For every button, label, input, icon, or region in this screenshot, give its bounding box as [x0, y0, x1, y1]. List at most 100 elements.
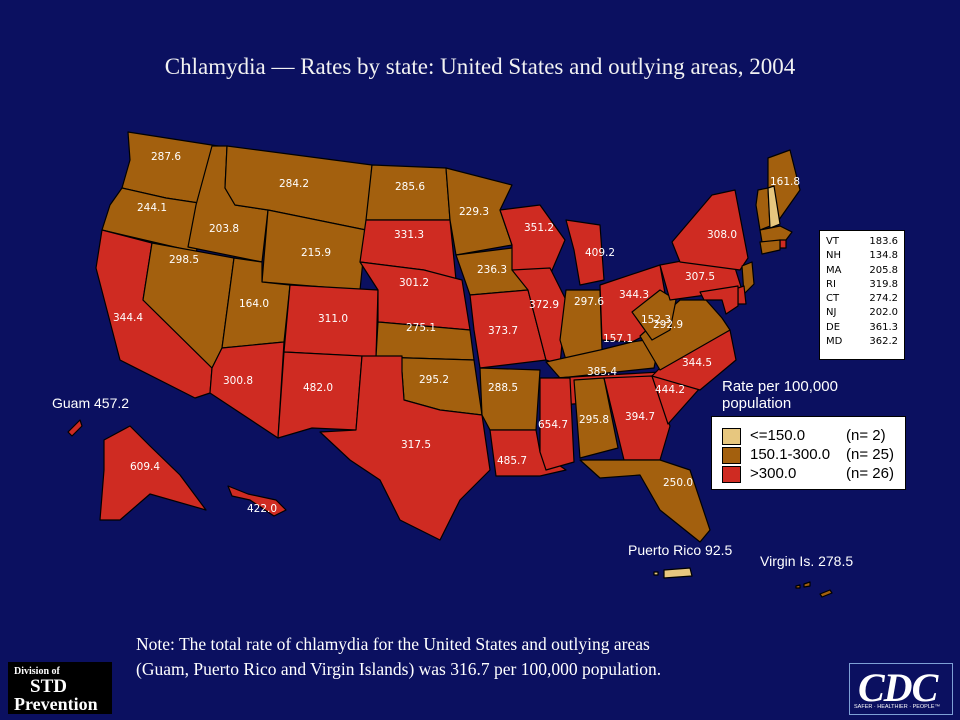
ne-table-row: MD 362.2 [826, 335, 898, 349]
state-rate-label-nv: 298.5 [169, 254, 199, 266]
state-rate-label-il: 372.9 [529, 299, 559, 311]
legend: <=150.0 (n= 2) 150.1-300.0 (n= 25) >300.… [711, 416, 906, 490]
ne-table-row: DE 361.3 [826, 321, 898, 335]
state-rate-label-la: 485.7 [497, 455, 527, 467]
state-rate-label-ak: 609.4 [130, 461, 160, 473]
state-rate-label-az: 300.8 [223, 375, 253, 387]
state-rate-label-ga: 394.7 [625, 411, 655, 423]
territory-label: Virgin Is. 278.5 [760, 553, 853, 569]
legend-title: Rate per 100,000 population [722, 378, 838, 412]
state-nh [767, 185, 781, 229]
state-rate-label-fl: 250.0 [663, 477, 693, 489]
ne-table-rate: 319.8 [869, 278, 898, 290]
state-rate-label-ia: 236.3 [477, 264, 507, 276]
state-tx [319, 355, 491, 541]
ne-table-state: VT [826, 236, 839, 247]
legend-swatch-mid [722, 447, 741, 464]
legend-count: (n= 26) [846, 465, 894, 482]
state-ny [671, 189, 749, 271]
state-rate-label-mi: 409.2 [585, 247, 615, 259]
state-hi [227, 485, 287, 517]
state-rate-label-sd: 331.3 [394, 229, 424, 241]
state-rate-label-tn: 385.4 [587, 366, 617, 378]
territories-layer: Guam 457.2 Puerto Rico 92.5 Virgin Is. 278… [52, 395, 853, 598]
ne-table-row: MA 205.8 [826, 264, 898, 278]
state-rate-label-wi: 351.2 [524, 222, 554, 234]
cdc-logo: CDC SAFER · HEALTHIER · PEOPLE™ [849, 663, 953, 715]
state-rate-label-va: 292.9 [653, 319, 683, 331]
state-rate-label-nc: 344.5 [682, 357, 712, 369]
state-mo [469, 289, 547, 369]
state-az [209, 341, 285, 439]
ne-table-row: NJ 202.0 [826, 306, 898, 320]
state-rate-label-sc: 444.2 [655, 384, 685, 396]
ne-table-rate: 361.3 [869, 321, 898, 333]
state-rate-label-co: 311.0 [318, 313, 348, 325]
state-rate-label-ky: 157.1 [603, 333, 633, 345]
state-rate-label-or: 244.1 [137, 202, 167, 214]
ne-table-rate: 205.8 [869, 264, 898, 276]
territory-shape [819, 589, 833, 598]
ne-table-state: NH [826, 250, 841, 262]
state-rate-label-mt: 284.2 [279, 178, 309, 190]
state-wv [631, 289, 677, 341]
ne-table-state: RI [826, 278, 836, 290]
state-rate-label-wa: 287.6 [151, 151, 181, 163]
legend-item-low: <=150.0 (n= 2) [722, 427, 902, 445]
state-al [573, 377, 619, 459]
footnote-line-1: Note: The total rate of chlamydia for th… [136, 634, 650, 654]
state-rate-label-ca: 344.4 [113, 312, 143, 324]
territory-label: Guam 457.2 [52, 395, 129, 411]
legend-count: (n= 25) [846, 446, 894, 463]
state-rate-label-mn: 229.3 [459, 206, 489, 218]
state-rate-label-ks: 275.1 [406, 322, 436, 334]
legend-swatch-high [722, 466, 741, 483]
ne-table-state: DE [826, 321, 841, 333]
northeast-small-states [699, 185, 793, 315]
territory-shape [803, 581, 811, 588]
legend-item-high: >300.0 (n= 26) [722, 465, 902, 483]
state-nm [277, 351, 363, 439]
legend-range: 150.1-300.0 [750, 446, 831, 463]
ne-table-row: RI 319.8 [826, 278, 898, 292]
ne-table-rate: 362.2 [869, 336, 898, 348]
state-rate-label-ar: 288.5 [488, 382, 518, 394]
legend-count: (n= 2) [846, 427, 886, 444]
footnote-line-2: (Guam, Puerto Rico and Virgin Islands) w… [136, 659, 662, 679]
territory-label: Puerto Rico 92.5 [628, 542, 732, 558]
territory-shape [663, 567, 693, 579]
legend-range: <=150.0 [750, 427, 806, 444]
ne-table-rate: 183.6 [869, 236, 898, 247]
state-rate-label-ne: 301.2 [399, 277, 429, 289]
state-ma [759, 225, 793, 243]
state-ak [99, 425, 207, 521]
state-ar [479, 367, 541, 431]
ne-table-state: CT [826, 293, 840, 305]
map-title: Chlamydia — Rates by state: United State… [164, 54, 796, 79]
ne-table-rate: 274.2 [869, 293, 898, 305]
state-rate-label-ok: 295.2 [419, 374, 449, 386]
state-rate-labels: 287.6 244.1 344.4 203.8 298.5 284.2 215.9 164.0… [113, 151, 800, 515]
northeast-rate-table: VT 183.6 NH 134.8 MA 205.8 RI 319.8 CT 274.2 NJ 202… [819, 230, 905, 360]
state-nj [741, 261, 755, 295]
legend-swatch-low [722, 428, 741, 445]
logo-line: STD [30, 676, 67, 697]
footnote: Note: The total rate of chlamydia for th… [136, 632, 816, 682]
cdc-logo-tagline: SAFER · HEALTHIER · PEOPLE™ [854, 704, 941, 710]
territory-shape [795, 584, 801, 589]
legend-title-line-1: Rate per 100,000 [722, 378, 838, 395]
state-rate-label-mo: 373.7 [488, 325, 518, 337]
ne-table-row: NH 134.8 [826, 249, 898, 263]
state-rate-label-nd: 285.6 [395, 181, 425, 193]
logo-line: Prevention [14, 694, 98, 714]
state-mi [565, 219, 605, 286]
cdc-logo-name: CDC [858, 665, 938, 710]
state-rate-label-ut: 164.0 [239, 298, 269, 310]
territory-shape [67, 419, 83, 437]
state-rate-label-oh: 344.3 [619, 289, 649, 301]
state-rate-label-wv: 152.3 [641, 314, 671, 326]
logo-line: Division of [14, 666, 60, 677]
state-de [737, 285, 747, 305]
state-ct [759, 239, 781, 255]
